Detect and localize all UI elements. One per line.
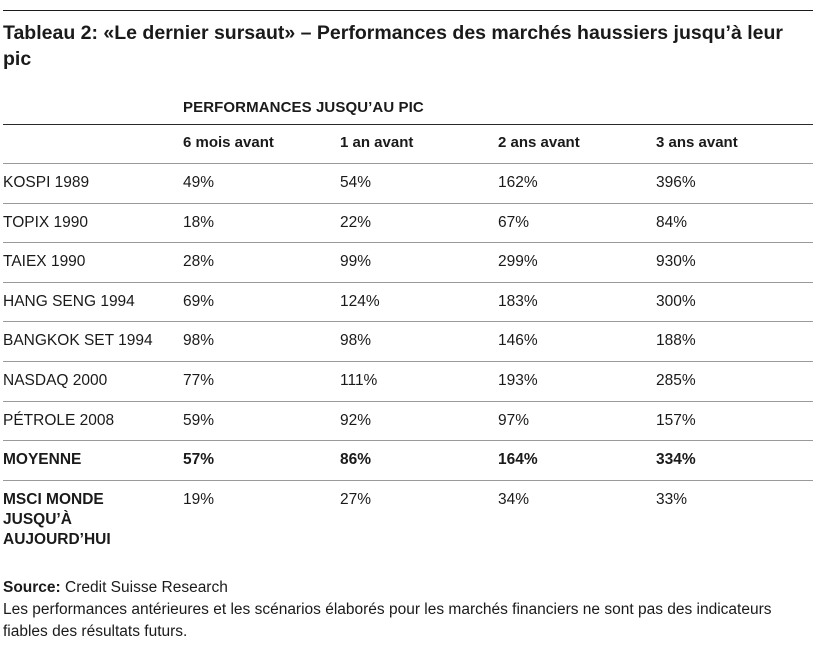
cell-6-months: 18% [183,213,215,231]
cell-3-years: 334% [656,451,696,469]
table-row: TAIEX 1990 28% 99% 299% 930% [3,242,813,282]
cell-1-year: 54% [340,174,372,191]
table-title: Tableau 2: «Le dernier sursaut» – Perfor… [3,22,783,70]
cell-1-year: 99% [340,253,372,271]
row-label: HANG SENG 1994 [3,292,135,310]
cell-6-months: 59% [183,411,215,429]
header-cell-3-years: 3 ans avant [656,134,738,151]
cell-1-year: 92% [340,411,372,429]
table-row-average: MOYENNE 57% 86% 164% 334% [3,440,813,480]
cell-3-years: 930% [656,253,696,271]
table-row: KOSPI 1989 49% 54% 162% 396% [3,163,813,203]
performance-table: 6 mois avant 1 an avant 2 ans avant 3 an… [3,124,813,563]
source-line: Source: Credit Suisse Research [3,577,808,599]
table-row: HANG SENG 1994 69% 124% 183% 300% [3,281,813,322]
cell-3-years: 285% [656,371,696,389]
source-text: Credit Suisse Research [60,579,228,596]
cell-2-years: 299% [498,253,538,271]
group-header: PERFORMANCES JUSQU’AU PIC [183,99,424,116]
cell-1-year: 86% [340,451,372,469]
top-rule [3,10,813,11]
cell-6-months: 19% [183,490,215,508]
cell-1-year: 27% [340,490,372,508]
cell-6-months: 98% [183,332,215,350]
row-label: MOYENNE [3,451,82,469]
table-header-row: 6 mois avant 1 an avant 2 ans avant 3 an… [3,124,813,163]
cell-6-months: 77% [183,371,215,389]
cell-2-years: 67% [498,213,530,231]
row-label: TAIEX 1990 [3,253,86,271]
cell-1-year: 124% [340,292,380,310]
source-note: Source: Credit Suisse Research Les perfo… [3,577,808,643]
row-label: PÉTROLE 2008 [3,411,115,429]
cell-3-years: 188% [656,332,696,350]
header-cell-6-months: 6 mois avant [183,134,274,151]
table-row: NASDAQ 2000 77% 111% 193% 285% [3,360,813,401]
source-label: Source: [3,579,61,596]
cell-6-months: 69% [183,292,215,310]
row-label: TOPIX 1990 [3,213,89,231]
cell-1-year: 22% [340,213,372,231]
cell-2-years: 97% [498,411,530,429]
cell-2-years: 146% [498,332,538,350]
cell-2-years: 193% [498,371,538,389]
table-row: TOPIX 1990 18% 22% 67% 84% [3,202,813,243]
table-row-msci-world: MSCI MONDE JUSQU’À AUJOURD’HUI 19% 27% 3… [3,479,813,563]
row-label: MSCI MONDE JUSQU’À AUJOURD’HUI [3,490,111,548]
cell-6-months: 57% [183,451,215,469]
header-cell-2-years: 2 ans avant [498,134,580,151]
cell-1-year: 111% [340,371,378,389]
cell-3-years: 396% [656,174,696,191]
cell-3-years: 84% [656,213,688,231]
cell-6-months: 49% [183,174,215,191]
row-label: BANGKOK SET 1994 [3,332,153,350]
cell-1-year: 98% [340,332,372,350]
cell-3-years: 33% [656,490,688,508]
table-row: BANGKOK SET 1994 98% 98% 146% 188% [3,321,813,361]
row-label: NASDAQ 2000 [3,371,108,389]
disclaimer-text: Les performances antérieures et les scén… [3,601,772,640]
cell-3-years: 300% [656,292,696,310]
row-label: KOSPI 1989 [3,174,90,191]
table-row: PÉTROLE 2008 59% 92% 97% 157% [3,400,813,441]
cell-6-months: 28% [183,253,215,271]
cell-2-years: 34% [498,490,530,508]
cell-2-years: 162% [498,174,538,191]
cell-2-years: 183% [498,292,538,310]
header-cell-1-year: 1 an avant [340,134,414,151]
cell-2-years: 164% [498,451,538,469]
cell-3-years: 157% [656,411,696,429]
